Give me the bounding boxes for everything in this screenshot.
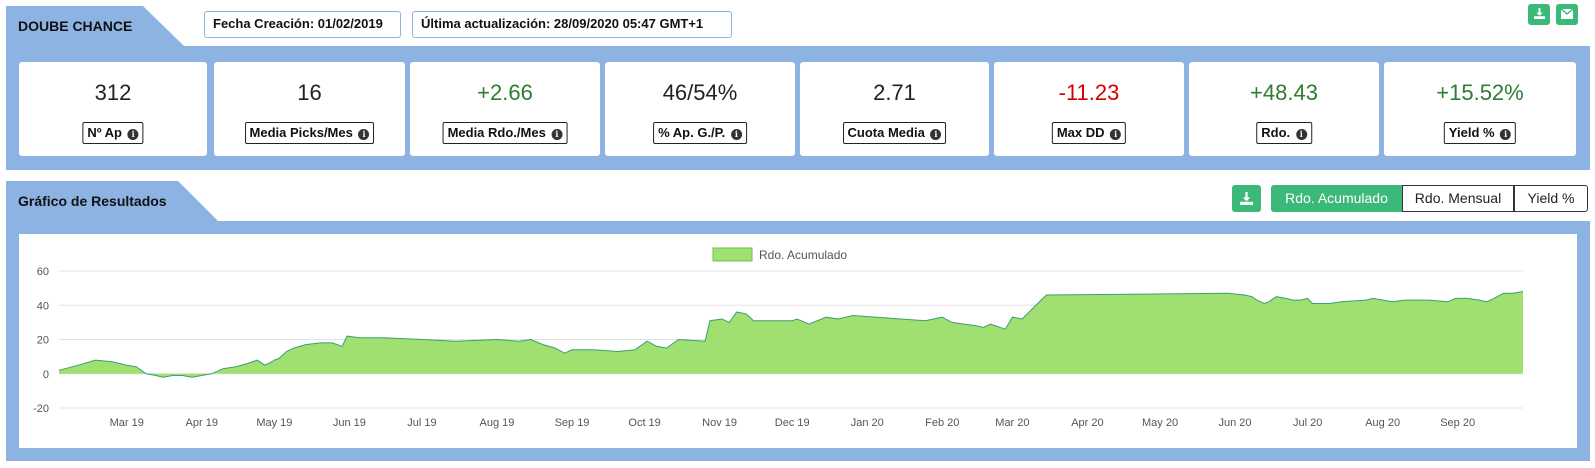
section-title: DOUBE CHANCE (18, 18, 133, 34)
info-icon[interactable]: i (1110, 129, 1122, 140)
x-tick-label: Dec 19 (775, 417, 810, 429)
info-icon[interactable]: i (551, 129, 563, 140)
stat-label[interactable]: Rdo. i (1256, 122, 1312, 144)
x-tick-label: Jul 20 (1293, 417, 1322, 429)
info-icon[interactable]: i (930, 129, 942, 140)
y-tick-label: 60 (37, 266, 49, 278)
stat-label[interactable]: Cuota Media i (842, 122, 947, 144)
stat-label[interactable]: Nº Ap i (82, 122, 144, 144)
stat-card-ap-gp: 46/54% % Ap. G./P. i (605, 62, 795, 156)
stat-label[interactable]: % Ap. G./P. i (653, 122, 747, 144)
email-button[interactable] (1556, 4, 1578, 25)
stat-label[interactable]: Media Rdo./Mes i (442, 122, 568, 144)
stat-label[interactable]: Max DD i (1051, 122, 1127, 144)
chart-panel-bg: 60 40 20 0 -20 Mar 19 Apr 19 May 19 Jun 19 Jul 19… (6, 221, 1590, 461)
x-tick-label: Feb 20 (925, 417, 959, 429)
x-tick-label: Sep 19 (555, 417, 590, 429)
info-icon[interactable]: i (358, 129, 370, 140)
stat-value: 2.71 (873, 80, 916, 105)
stat-label[interactable]: Yield % i (1443, 122, 1517, 144)
creation-date-box: Fecha Creación: 01/02/2019 (204, 11, 401, 38)
info-icon[interactable]: i (730, 129, 742, 140)
stat-value: 46/54% (662, 80, 738, 105)
stat-card-max-dd: -11.23 Max DD i (994, 62, 1184, 156)
info-icon[interactable]: i (1295, 129, 1307, 140)
legend-swatch (712, 247, 753, 262)
stat-value: +15.52% (1436, 80, 1524, 105)
info-icon[interactable]: i (1500, 129, 1512, 140)
stat-card-rdo: +48.43 Rdo. i (1189, 62, 1379, 156)
stat-card-num-ap: 312 Nº Ap i (19, 62, 207, 156)
x-tick-label: Aug 20 (1365, 417, 1400, 429)
y-tick-label: 20 (37, 335, 49, 347)
stat-card-cuota-media: 2.71 Cuota Media i (800, 62, 989, 156)
chart-section-title: Gráfico de Resultados (18, 193, 167, 209)
series-area (59, 291, 1523, 378)
stat-value: +48.43 (1250, 80, 1318, 105)
stat-card-yield: +15.52% Yield % i (1384, 62, 1576, 156)
stat-label[interactable]: Media Picks/Mes i (244, 122, 375, 144)
chart-area: 60 40 20 0 -20 Mar 19 Apr 19 May 19 Jun 19 Jul 19… (19, 234, 1577, 448)
chart-download-button[interactable] (1232, 185, 1261, 212)
stat-value: 16 (297, 80, 322, 105)
x-tick-label: Apr 20 (1071, 417, 1103, 429)
x-tick-label: Jun 20 (1219, 417, 1252, 429)
tab-rdo-acumulado[interactable]: Rdo. Acumulado (1271, 185, 1402, 212)
last-update-box: Última actualización: 28/09/2020 05:47 G… (412, 11, 732, 38)
stat-card-media-rdo: +2.66 Media Rdo./Mes i (410, 62, 600, 156)
envelope-icon (1560, 8, 1574, 19)
x-tick-label: Oct 19 (628, 417, 660, 429)
chart-section-tab: Gráfico de Resultados (6, 181, 218, 221)
series-line (58, 291, 1524, 378)
x-tick-label: Sep 20 (1440, 417, 1475, 429)
x-tick-label: Jul 19 (407, 417, 436, 429)
x-tick-label: Jun 19 (333, 417, 366, 429)
x-tick-label: Nov 19 (702, 417, 737, 429)
stat-value: 312 (94, 80, 132, 105)
stat-value: -11.23 (1058, 80, 1120, 105)
x-tick-label: May 20 (1142, 417, 1178, 429)
download-button[interactable] (1528, 4, 1550, 25)
x-tick-label: May 19 (256, 417, 292, 429)
tab-yield[interactable]: Yield % (1514, 185, 1588, 212)
x-tick-label: Mar 20 (995, 417, 1029, 429)
results-chart: 60 40 20 0 -20 Mar 19 Apr 19 May 19 Jun 19 Jul 19… (33, 247, 1524, 429)
x-tick-label: Apr 19 (186, 417, 218, 429)
x-tick-label: Aug 19 (480, 417, 515, 429)
info-icon[interactable]: i (127, 129, 139, 140)
tab-rdo-mensual[interactable]: Rdo. Mensual (1402, 185, 1514, 212)
stat-card-media-picks: 16 Media Picks/Mes i (214, 62, 405, 156)
download-icon (1533, 8, 1545, 19)
section-title-tab: DOUBE CHANCE (6, 6, 184, 46)
y-tick-label: 40 (37, 300, 49, 312)
stat-value: +2.66 (477, 80, 533, 105)
download-icon (1240, 192, 1253, 205)
x-tick-label: Jan 20 (851, 417, 884, 429)
y-tick-label: -20 (33, 403, 49, 415)
y-tick-label: 0 (43, 369, 49, 381)
legend-label: Rdo. Acumulado (759, 248, 847, 262)
x-tick-label: Mar 19 (110, 417, 144, 429)
